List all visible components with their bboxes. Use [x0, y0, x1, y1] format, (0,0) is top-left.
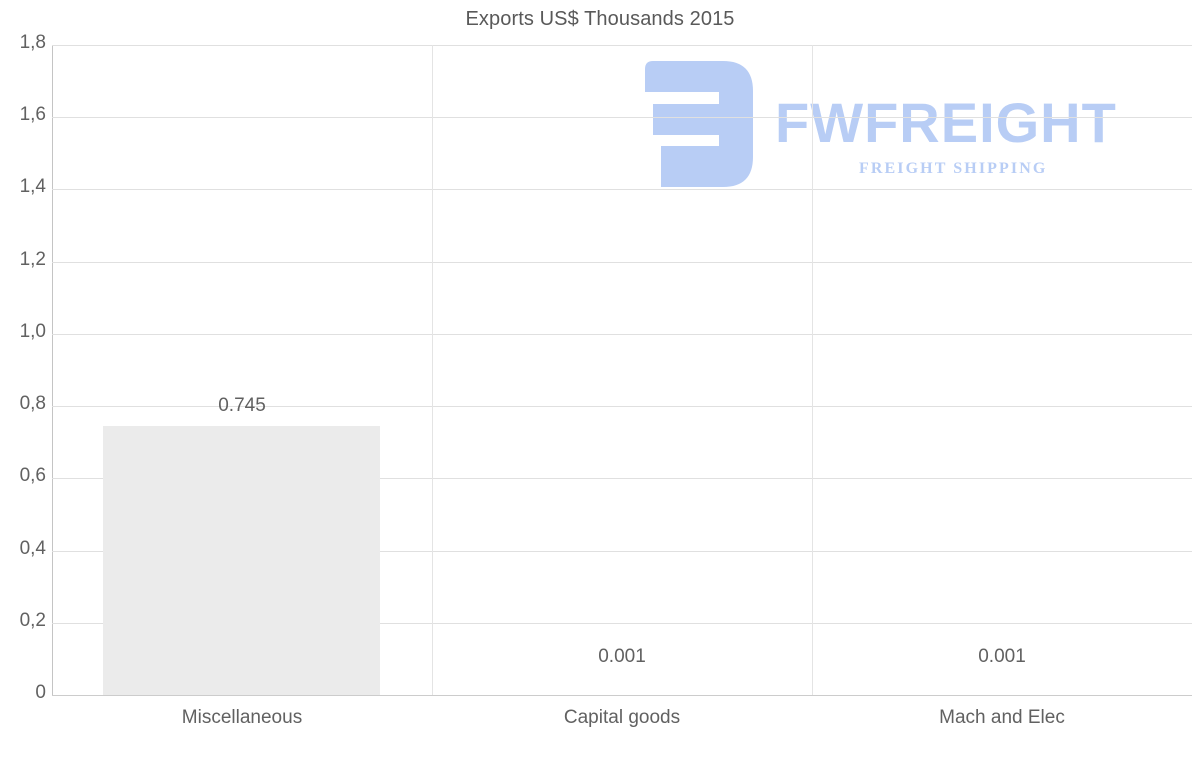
- x-axis-tick-label: Mach and Elec: [939, 707, 1065, 728]
- x-axis-tick-label: Capital goods: [563, 707, 681, 728]
- gridline: [52, 189, 1192, 190]
- y-axis-tick-label: 1,8: [19, 32, 46, 53]
- category-separator-gridline: [812, 45, 813, 695]
- gridline: [52, 695, 1192, 696]
- y-axis-tick-label: 1,4: [19, 176, 46, 197]
- y-axis-tick-label: 0,4: [19, 538, 46, 559]
- bar-value-label: 0.001: [598, 646, 646, 667]
- y-axis-tick-label: 1,0: [19, 321, 46, 342]
- x-axis-tick-label: Miscellaneous: [181, 707, 303, 728]
- plot-area: 0.745 0.001 0.001: [52, 45, 1192, 696]
- gridline: [52, 117, 1192, 118]
- bar[interactable]: [103, 426, 380, 695]
- bar-value-label: 0.745: [218, 395, 266, 416]
- gridline: [52, 45, 1192, 46]
- y-axis-tick-label: 1,2: [19, 249, 46, 270]
- y-axis-tick-label: 0,2: [19, 610, 46, 631]
- y-axis-tick-label: 0,6: [19, 465, 46, 486]
- y-axis-line: [52, 45, 53, 696]
- bar-value-label: 0.001: [978, 646, 1026, 667]
- gridline: [52, 623, 1192, 624]
- y-axis-tick-labels: 0 0,2 0,4 0,6 0,8 1,0 1,2 1,4 1,6 1,8: [0, 0, 46, 763]
- gridline: [52, 478, 1192, 479]
- gridline: [52, 262, 1192, 263]
- y-axis-tick-label: 0: [35, 682, 46, 703]
- gridline: [52, 551, 1192, 552]
- gridline: [52, 334, 1192, 335]
- chart-title: Exports US$ Thousands 2015: [465, 8, 735, 30]
- y-axis-tick-label: 1,6: [19, 104, 46, 125]
- y-axis-tick-label: 0,8: [19, 393, 46, 414]
- gridline: [52, 406, 1192, 407]
- category-separator-gridline: [432, 45, 433, 695]
